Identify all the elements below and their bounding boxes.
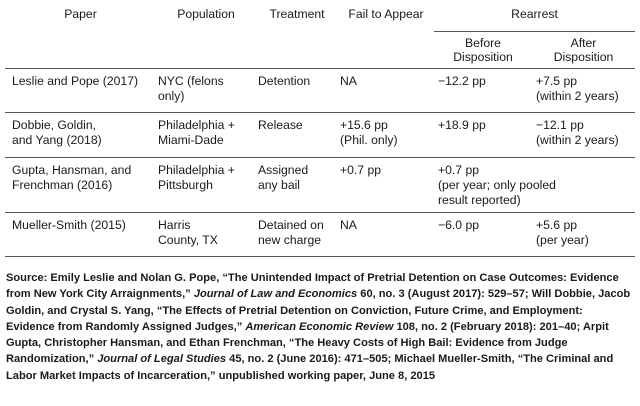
table-row: Gupta, Hansman, and Frenchman (2016) Phi… bbox=[5, 158, 636, 213]
table-row: Mueller-Smith (2015) Harris County, TX D… bbox=[5, 213, 636, 257]
cell-line: +5.6 pp bbox=[536, 218, 578, 232]
cell-line: Assigned bbox=[258, 163, 309, 177]
cell-line: Detained on bbox=[258, 218, 324, 232]
header-paper: Paper bbox=[64, 7, 97, 21]
cell-before-disposition: −6.0 pp bbox=[434, 213, 532, 257]
header-fail-to-appear: Fail to Appear bbox=[348, 7, 424, 21]
cell-line: Dobbie, Goldin, bbox=[12, 118, 97, 132]
cell-treatment: Detained on new charge bbox=[256, 213, 338, 257]
cell-line: only) bbox=[158, 89, 185, 103]
cell-line: and Yang (2018) bbox=[12, 133, 102, 147]
cell-paper: Mueller-Smith (2015) bbox=[5, 213, 156, 257]
cell-fail-to-appear: +0.7 pp bbox=[338, 158, 434, 213]
cell-after-disposition: −12.1 pp (within 2 years) bbox=[532, 113, 635, 158]
cell-line: (per year; only pooled bbox=[438, 178, 556, 192]
cell-line: result reported) bbox=[438, 193, 521, 207]
cell-treatment: Detention bbox=[256, 69, 338, 113]
cell-line: +0.7 pp bbox=[340, 163, 382, 177]
cell-line: Mueller-Smith (2015) bbox=[12, 218, 126, 232]
cell-before-disposition: +18.9 pp bbox=[434, 113, 532, 158]
cell-line: County, TX bbox=[158, 233, 218, 247]
source-journal: Journal of Legal Studies bbox=[97, 353, 227, 366]
header-before-line: Before bbox=[465, 36, 501, 50]
cell-line: (per year) bbox=[536, 233, 589, 247]
header-row-top: Paper Population Treatment Fail to Appea… bbox=[5, 4, 636, 32]
source-text: 60, no. 3 (August 2017): 529–57; Will Do… bbox=[6, 288, 631, 333]
cell-paper: Leslie and Pope (2017) bbox=[5, 69, 156, 113]
source-text: 45, no. 2 (June 2016): 471–505; Michael … bbox=[6, 353, 614, 382]
cell-line: NA bbox=[340, 218, 357, 232]
cell-line: Miami-Dade bbox=[158, 133, 224, 147]
cell-line: Philadelphia + bbox=[158, 163, 235, 177]
table-row: Leslie and Pope (2017) NYC (felons only)… bbox=[5, 69, 636, 113]
source-text: 108, no. 2 (February 2018): 201–40; Arpi… bbox=[6, 320, 609, 366]
cell-paper: Dobbie, Goldin, and Yang (2018) bbox=[5, 113, 156, 158]
cell-after-disposition: +7.5 pp (within 2 years) bbox=[532, 69, 635, 113]
cell-line: Release bbox=[258, 118, 303, 132]
header-rearrest: Rearrest bbox=[434, 4, 636, 32]
cell-fail-to-appear: NA bbox=[338, 213, 434, 257]
cell-line: any bail bbox=[258, 178, 301, 192]
header-after-line: After bbox=[570, 36, 597, 50]
source-note: Source: Emily Leslie and Nolan G. Pope, … bbox=[6, 270, 634, 384]
results-table-container: Paper Population Treatment Fail to Appea… bbox=[5, 4, 636, 257]
cell-line: +15.6 pp bbox=[340, 118, 388, 132]
cell-line: +18.9 pp bbox=[438, 118, 486, 132]
cell-line: (Phil. only) bbox=[340, 133, 398, 147]
cell-treatment: Assigned any bail bbox=[256, 158, 338, 213]
cell-line: Gupta, Hansman, and bbox=[12, 163, 132, 177]
source-text: Source: Emily Leslie and Nolan G. Pope, … bbox=[6, 272, 619, 301]
cell-treatment: Release bbox=[256, 113, 338, 158]
cell-line: Detention bbox=[258, 74, 311, 88]
cell-fail-to-appear: NA bbox=[338, 69, 434, 113]
header-after-disposition: After Disposition bbox=[532, 32, 635, 69]
cell-after-disposition: +5.6 pp (per year) bbox=[532, 213, 635, 257]
cell-population: Philadelphia + Pittsburgh bbox=[156, 158, 256, 213]
header-row-sub: Before Disposition After Disposition bbox=[5, 32, 636, 69]
header-before-line: Disposition bbox=[453, 50, 513, 64]
cell-line: +7.5 pp bbox=[536, 74, 578, 88]
cell-before-disposition: −12.2 pp bbox=[434, 69, 532, 113]
results-table: Paper Population Treatment Fail to Appea… bbox=[5, 4, 636, 257]
header-treatment: Treatment bbox=[269, 7, 325, 21]
cell-line: −12.1 pp bbox=[536, 118, 584, 132]
cell-line: −12.2 pp bbox=[438, 74, 486, 88]
cell-paper: Gupta, Hansman, and Frenchman (2016) bbox=[5, 158, 156, 213]
cell-population: Philadelphia + Miami-Dade bbox=[156, 113, 256, 158]
cell-line: (within 2 years) bbox=[536, 133, 619, 147]
cell-line: (within 2 years) bbox=[536, 89, 619, 103]
cell-line: NA bbox=[340, 74, 357, 88]
cell-fail-to-appear: +15.6 pp (Phil. only) bbox=[338, 113, 434, 158]
source-journal: Journal of Law and Economics bbox=[193, 288, 358, 301]
cell-line: Frenchman (2016) bbox=[12, 178, 113, 192]
cell-line: new charge bbox=[258, 233, 322, 247]
table-row: Dobbie, Goldin, and Yang (2018) Philadel… bbox=[5, 113, 636, 158]
cell-line: Philadelphia + bbox=[158, 118, 235, 132]
cell-line: NYC (felons bbox=[158, 74, 224, 88]
header-after-line: Disposition bbox=[553, 50, 614, 64]
header-population: Population bbox=[177, 7, 235, 21]
cell-line: Harris bbox=[158, 218, 191, 232]
cell-population: NYC (felons only) bbox=[156, 69, 256, 113]
source-journal: American Economic Review bbox=[245, 320, 394, 333]
cell-rearrest-pooled: +0.7 pp (per year; only pooled result re… bbox=[434, 158, 635, 213]
cell-line: +0.7 pp bbox=[438, 163, 480, 177]
cell-line: Pittsburgh bbox=[158, 178, 213, 192]
cell-population: Harris County, TX bbox=[156, 213, 256, 257]
cell-line: Leslie and Pope (2017) bbox=[12, 74, 139, 88]
cell-line: −6.0 pp bbox=[438, 218, 480, 232]
header-before-disposition: Before Disposition bbox=[434, 32, 532, 69]
